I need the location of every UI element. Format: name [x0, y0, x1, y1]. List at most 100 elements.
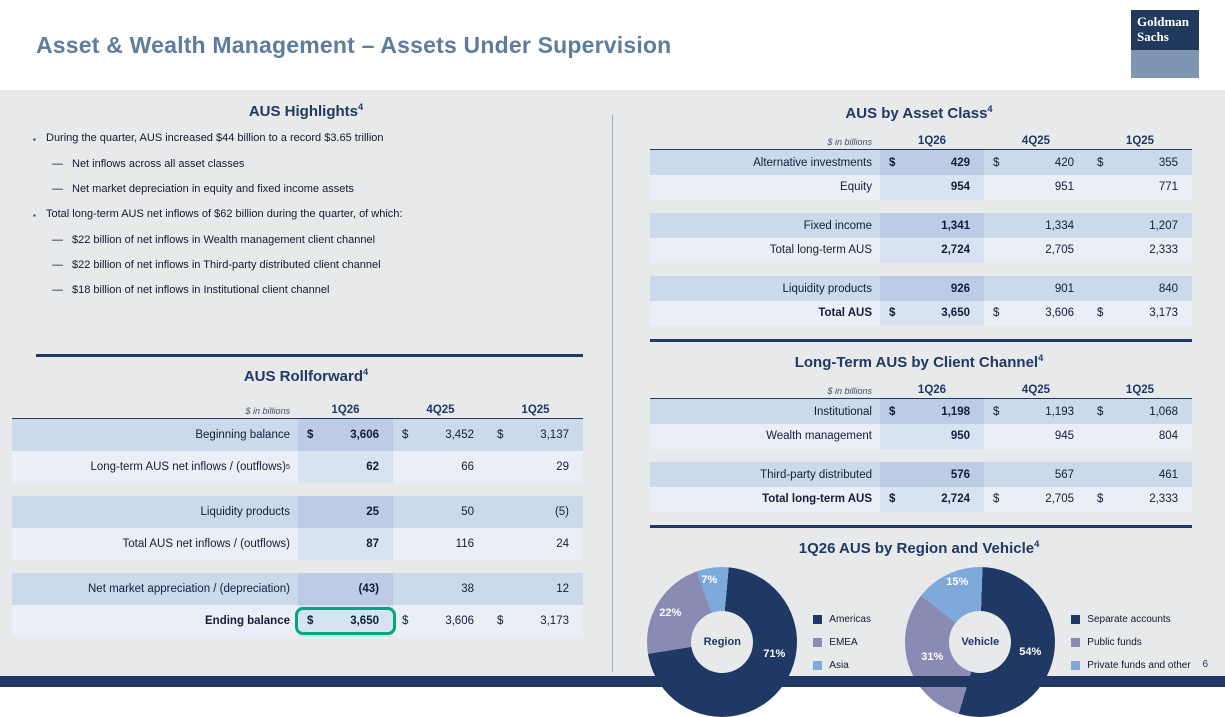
- pct-label-emea: 22%: [659, 607, 682, 619]
- americas-swatch-icon: [813, 614, 823, 624]
- column-header-1q26: 1Q26: [917, 384, 947, 396]
- region-donut-center-label: Region: [691, 611, 754, 673]
- asset-class-table: $ in billions 1Q26 4Q25 1Q25 Alternative…: [650, 126, 1192, 342]
- cell-4q25: $3,606: [993, 307, 1074, 319]
- sub-bullet-item: Net market depreciation in equity and fi…: [33, 183, 576, 196]
- cell-1q25: $3,137: [497, 429, 569, 441]
- cell-1q25: 771: [1158, 181, 1178, 193]
- cell-4q25: 50: [461, 506, 474, 518]
- table-row: Total long-term AUS 2,724 2,705 2,333: [650, 238, 1192, 263]
- legend-item-private-funds: Private funds and other: [1071, 660, 1191, 671]
- sub-bullet-item: $18 billion of net inflows in Institutio…: [33, 284, 576, 297]
- legend-item-asia: Asia: [813, 660, 871, 671]
- table-row: Total AUS net inflows / (outflows) 87 11…: [12, 528, 583, 560]
- cell-1q26: 2,724: [880, 238, 984, 263]
- vehicle-donut-chart: 15% 54% 31% Vehicle: [905, 567, 1056, 717]
- cell-1q26: 926: [880, 276, 984, 301]
- slide: Asset & Wealth Management – Assets Under…: [0, 0, 1225, 687]
- rollforward-table: $ in billions 1Q26 4Q25 1Q25 Beginning b…: [12, 395, 583, 637]
- region-vehicle-title: 1Q26 AUS by Region and Vehicle4: [798, 539, 1040, 557]
- cell-1q26: (43): [298, 573, 393, 605]
- table-header-row: $ in billions 1Q26 4Q25 1Q25: [12, 395, 583, 419]
- cell-1q26: 576: [880, 462, 984, 487]
- legend-item-emea: EMEA: [813, 637, 871, 648]
- cell-4q25: $3,452: [402, 429, 474, 441]
- cell-1q25: 24: [556, 537, 569, 550]
- pct-label-public-funds: 31%: [921, 651, 944, 663]
- cell-1q25: 1,207: [1149, 219, 1178, 232]
- legend-item-americas: Americas: [813, 614, 871, 625]
- cell-1q26-highlighted: $3,650: [295, 605, 396, 637]
- cell-1q25: $3,173: [497, 614, 569, 627]
- column-header-4q25: 4Q25: [1021, 384, 1051, 396]
- cell-1q25: $3,173: [1097, 307, 1178, 319]
- cell-4q25: 1,334: [1045, 219, 1074, 232]
- cell-1q25: 2,333: [1149, 244, 1178, 256]
- cell-1q26: 950: [880, 424, 984, 449]
- cell-1q25: $2,333: [1097, 493, 1178, 505]
- unit-label: $ in billions: [827, 137, 872, 147]
- cell-4q25: 567: [1054, 468, 1074, 481]
- page-title: Asset & Wealth Management – Assets Under…: [36, 32, 672, 58]
- vehicle-donut-center-label: Vehicle: [949, 611, 1012, 673]
- pct-label-asia: 7%: [701, 574, 718, 586]
- separate-accounts-swatch-icon: [1071, 614, 1081, 624]
- cell-4q25: $420: [993, 156, 1074, 169]
- cell-4q25: $2,705: [993, 493, 1074, 505]
- table-header-row: $ in billions 1Q26 4Q25 1Q25: [650, 126, 1192, 150]
- cell-1q25: (5): [554, 506, 569, 518]
- column-header-1q26: 1Q26: [917, 135, 947, 147]
- cell-1q25: $355: [1097, 156, 1178, 169]
- cell-1q25: 804: [1158, 430, 1178, 442]
- page-number: 6: [1202, 659, 1208, 670]
- column-header-1q26: 1Q26: [331, 404, 360, 416]
- cell-1q26: $3,650: [880, 301, 984, 326]
- goldman-sachs-logo: Goldman Sachs: [1131, 10, 1199, 78]
- column-header-4q25: 4Q25: [1021, 135, 1051, 147]
- footer-bar: [0, 676, 1225, 687]
- table-row: Beginning balance $3,606 $3,452 $3,137: [12, 419, 583, 451]
- table-row: Long-term AUS net inflows / (outflows) 5 …: [12, 451, 583, 483]
- table-row: Institutional $1,198 $1,193 $1,068: [650, 399, 1192, 424]
- cell-4q25: 951: [1054, 181, 1074, 193]
- cell-4q25: 116: [455, 537, 474, 550]
- cell-1q26: 954: [880, 175, 984, 200]
- pct-label-separate-accounts: 54%: [1019, 646, 1042, 658]
- table-header-row: $ in billions 1Q26 4Q25 1Q25: [650, 375, 1192, 399]
- section-divider: [36, 354, 583, 357]
- client-channel-title: Long-Term AUS by Client Channel4: [794, 353, 1044, 371]
- cell-1q26: 87: [298, 528, 393, 560]
- bullet-item: During the quarter, AUS increased $44 bi…: [33, 132, 576, 146]
- cell-1q26: 1,341: [880, 213, 984, 238]
- cell-4q25: 38: [461, 583, 474, 595]
- column-header-1q25: 1Q25: [1125, 135, 1155, 147]
- cell-4q25: 2,705: [1045, 244, 1074, 256]
- right-column: AUS by Asset Class4 $ in billions 1Q26 4…: [613, 90, 1225, 717]
- cell-1q25: 840: [1158, 282, 1178, 295]
- legend-item-separate-accounts: Separate accounts: [1071, 614, 1190, 625]
- cell-1q25: 461: [1158, 468, 1178, 481]
- vehicle-legend: Separate accounts Public funds Private f…: [1071, 614, 1191, 671]
- table-row-total-long-term: Total long-term AUS $2,724 $2,705 $2,333: [650, 487, 1192, 512]
- table-row-ending-balance: Ending balance $3,650 $3,606 $3,173: [12, 605, 583, 637]
- public-funds-swatch-icon: [1071, 637, 1081, 647]
- table-row: Fixed income 1,341 1,334 1,207: [650, 213, 1192, 238]
- table-row: Wealth management 950 945 804: [650, 424, 1192, 449]
- sub-bullet-item: $22 billion of net inflows in Third-part…: [33, 259, 576, 272]
- slide-header: Asset & Wealth Management – Assets Under…: [0, 0, 1225, 90]
- table-row: Liquidity products 926 901 840: [650, 276, 1192, 301]
- cell-1q26: 62: [298, 451, 393, 483]
- highlights-title: AUS Highlights4: [248, 102, 364, 120]
- column-header-1q25: 1Q25: [1125, 384, 1155, 396]
- unit-label: $ in billions: [827, 386, 872, 396]
- cell-4q25: $3,606: [402, 614, 474, 627]
- cell-1q25: 29: [556, 460, 569, 473]
- rollforward-title: AUS Rollforward4: [243, 367, 369, 385]
- cell-1q25: 12: [556, 583, 569, 595]
- table-row: Net market appreciation / (depreciation)…: [12, 573, 583, 605]
- cell-4q25: $1,193: [993, 405, 1074, 418]
- pct-label-private-funds: 15%: [946, 576, 969, 588]
- legend-item-public-funds: Public funds: [1071, 637, 1190, 648]
- cell-4q25: 901: [1054, 282, 1074, 295]
- sub-bullet-item: $22 billion of net inflows in Wealth man…: [33, 234, 576, 247]
